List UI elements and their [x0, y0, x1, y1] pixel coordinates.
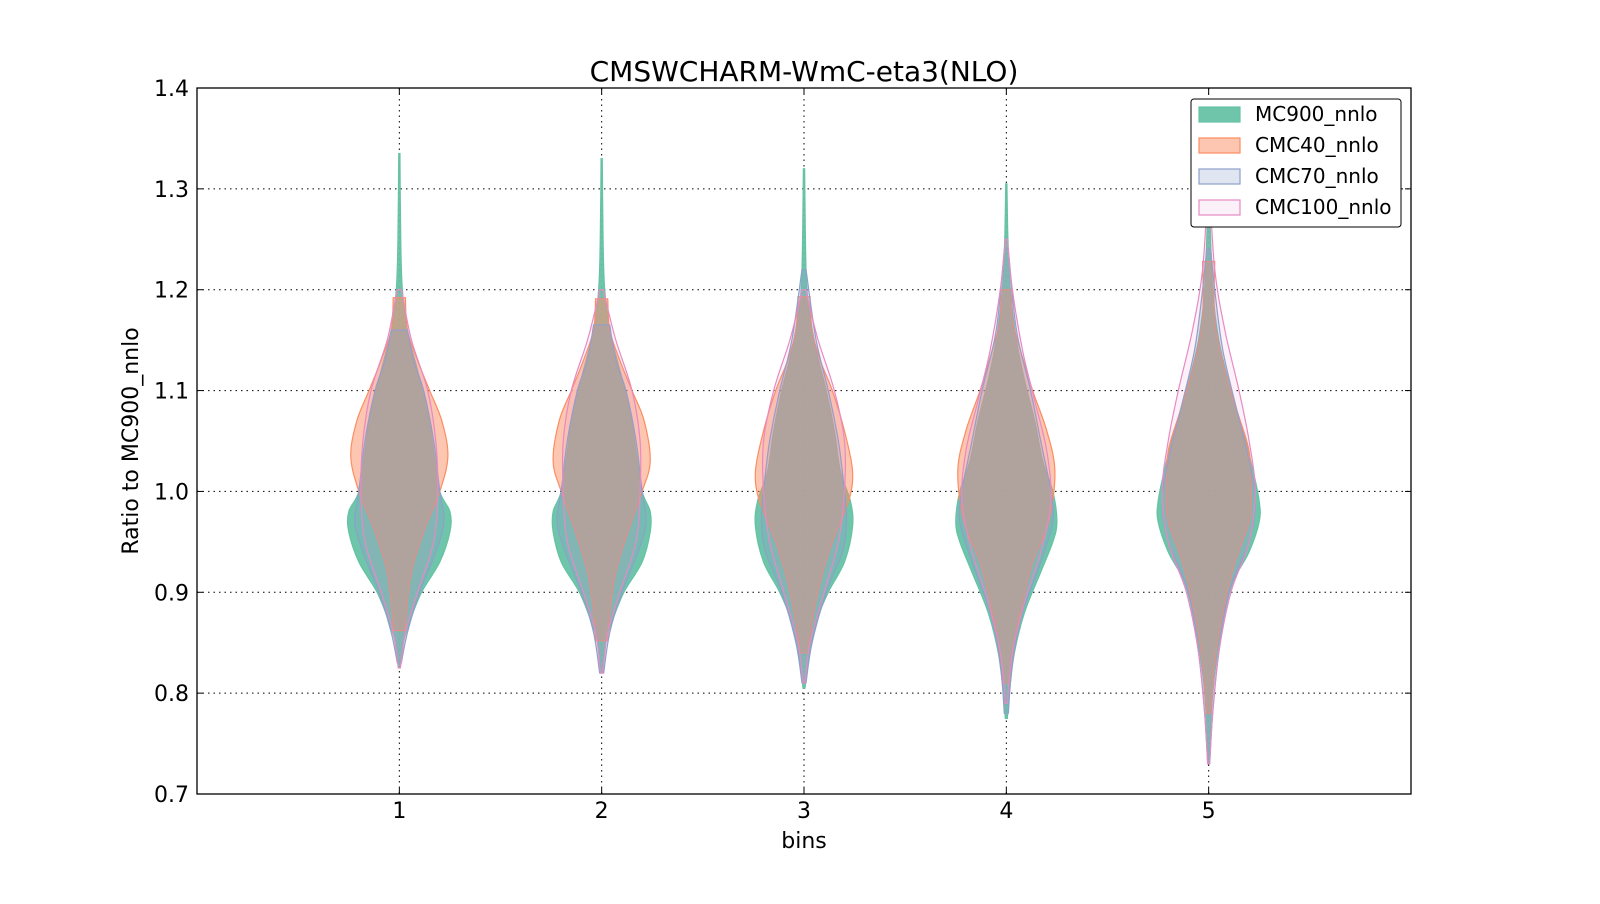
- violins: [346, 152, 1261, 765]
- y-tick-label: 1.4: [154, 77, 189, 102]
- legend-box: [1190, 98, 1402, 228]
- legend-swatch: [1198, 137, 1241, 154]
- y-tick-label: 0.7: [154, 783, 189, 808]
- legend-swatch: [1198, 106, 1241, 123]
- violin-cmc40-nnlo-bin-5: [1165, 260, 1252, 714]
- violin-cmc100-nnlo-bin-3: [761, 289, 847, 684]
- y-tick-label: 0.9: [154, 581, 189, 606]
- y-tick-label: 0.8: [154, 682, 189, 707]
- violin-cmc100-nnlo-bin-1: [360, 289, 439, 669]
- x-tick-label: 5: [1202, 799, 1216, 824]
- violin-cmc100-nnlo-bin-5: [1161, 188, 1256, 765]
- legend-label: CMC70_nnlo: [1255, 164, 1379, 188]
- violin-cmc70-nnlo-bin-3: [760, 268, 848, 684]
- legend-label: CMC40_nnlo: [1255, 133, 1379, 157]
- violin-cmc100-nnlo-bin-2: [561, 289, 642, 674]
- y-axis-label: Ratio to MC900_nnlo: [119, 327, 144, 554]
- y-tick-label: 1.1: [154, 380, 189, 405]
- y-tick-label: 1.2: [154, 279, 189, 304]
- violin-cmc70-nnlo-bin-2: [556, 324, 647, 674]
- y-tick-label: 1.0: [154, 480, 189, 505]
- legend-label: MC900_nnlo: [1255, 102, 1378, 126]
- violin-cmc40-nnlo-bin-2: [552, 298, 651, 642]
- legend-label: CMC100_nnlo: [1255, 195, 1392, 219]
- violin-cmc100-nnlo-bin-4: [960, 238, 1052, 704]
- x-tick-label: 3: [797, 799, 811, 824]
- chart-title: CMSWCHARM-WmC-eta3(NLO): [590, 55, 1019, 88]
- y-tick-label: 1.3: [154, 178, 189, 203]
- x-tick-label: 4: [999, 799, 1013, 824]
- x-axis-label: bins: [781, 829, 826, 854]
- violin-cmc70-nnlo-bin-5: [1161, 248, 1256, 765]
- legend-swatch: [1198, 199, 1241, 216]
- x-tick-label: 1: [392, 799, 406, 824]
- legend-swatch: [1198, 168, 1241, 185]
- axis-ticks: 0.7 0.8 0.9 1.0 1.1 1.2 1.3 1.4 1 2 3 4 5: [154, 77, 1411, 824]
- violin-cmc40-nnlo-bin-1: [350, 297, 449, 632]
- legend: MC900_nnlo CMC40_nnlo CMC70_nnlo CMC100_nnl…: [1190, 98, 1402, 228]
- x-tick-label: 2: [595, 799, 609, 824]
